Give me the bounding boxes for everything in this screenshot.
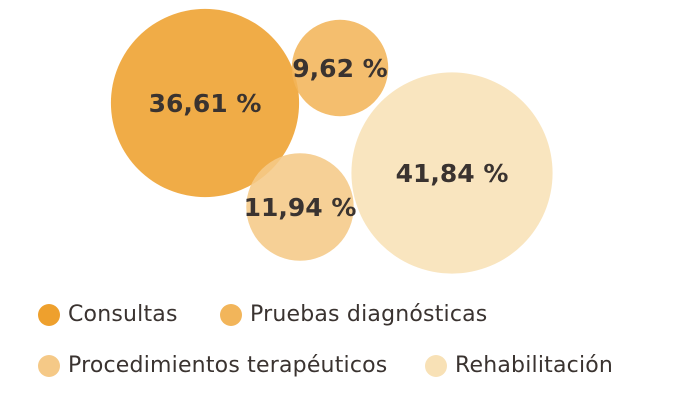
bubble-label-rehabilitacion: 41,84 % — [396, 159, 509, 188]
bubble-label-procedimientos-terapeuticos: 11,94 % — [244, 193, 357, 222]
legend-label-rehabilitacion: Rehabilitación — [455, 353, 614, 378]
bubble-consultas[interactable] — [110, 8, 300, 198]
legend-swatch-procedimientos-terapeuticos — [38, 354, 60, 377]
bubble-label-consultas: 36,61 % — [149, 89, 262, 118]
bubble-rehabilitacion[interactable] — [351, 72, 553, 274]
legend-swatch-rehabilitacion — [425, 354, 447, 377]
bubble-pruebas-diagnosticas[interactable] — [291, 19, 389, 117]
legend-label-consultas: Consultas — [68, 302, 178, 327]
bubble-chart: 36,61 % 9,62 % 11,94 % 41,84 % — [110, 8, 553, 274]
legend-item-rehabilitacion[interactable]: Rehabilitación — [425, 353, 613, 378]
legend-swatch-pruebas-diagnosticas — [220, 303, 242, 326]
bubble-label-pruebas-diagnosticas: 9,62 % — [292, 54, 387, 83]
bubble-procedimientos-terapeuticos[interactable] — [246, 153, 354, 261]
legend-item-consultas[interactable]: Consultas — [38, 302, 178, 327]
legend-label-procedimientos-terapeuticos: Procedimientos terapéuticos — [68, 353, 388, 378]
legend-label-pruebas-diagnosticas: Pruebas diagnósticas — [250, 302, 488, 327]
legend-item-procedimientos-terapeuticos[interactable]: Procedimientos terapéuticos — [38, 353, 387, 378]
legend-swatch-consultas — [38, 303, 60, 326]
legend-item-pruebas-diagnosticas[interactable]: Pruebas diagnósticas — [220, 302, 487, 327]
